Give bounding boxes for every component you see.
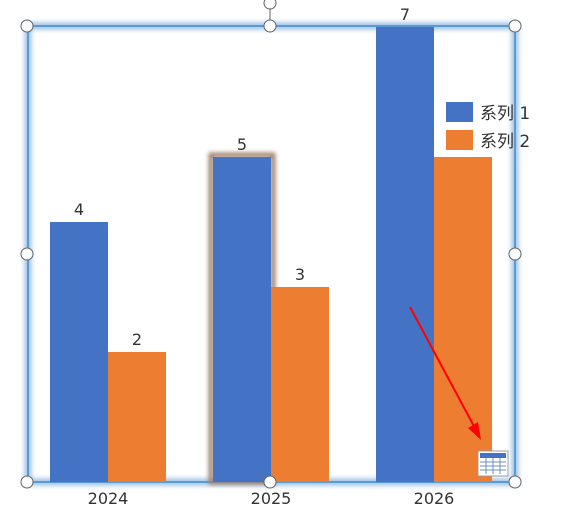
resize-handle-top-right[interactable] (508, 19, 522, 33)
resize-handle-middle-left[interactable] (20, 247, 34, 261)
data-label-series-1-2024: 4 (74, 200, 84, 219)
legend-label-series-2: 系列 2 (480, 132, 530, 152)
red-arrow-annotation (409, 306, 481, 440)
resize-handle-bottom-right[interactable] (508, 475, 522, 489)
data-label-series-2-2025: 3 (295, 265, 305, 284)
grid-table-icon[interactable] (477, 450, 509, 477)
data-label-series-2-2024: 2 (132, 330, 142, 349)
data-label-series-1-2026: 7 (400, 5, 410, 24)
rotate-handle[interactable] (263, 0, 277, 10)
data-label-series-1-2025: 5 (237, 135, 247, 154)
legend-swatch-series-1 (446, 102, 473, 122)
legend-label-series-1: 系列 1 (480, 104, 530, 124)
bar-series-1-2025[interactable] (213, 157, 271, 482)
resize-handle-bottom-left[interactable] (20, 475, 34, 489)
x-tick-label-2024: 2024 (88, 489, 129, 508)
bar-series-1-2026[interactable] (376, 27, 434, 482)
resize-handle-bottom-center[interactable] (263, 475, 277, 489)
resize-handle-top-center[interactable] (263, 19, 277, 33)
resize-handle-top-left[interactable] (20, 19, 34, 33)
bar-series-2-2024[interactable] (108, 352, 166, 482)
x-tick-label-2026: 2026 (414, 489, 455, 508)
bar-series-1-2024[interactable] (50, 222, 108, 482)
x-tick-label-2025: 2025 (251, 489, 292, 508)
legend[interactable]: 系列 1 系列 2 (446, 102, 530, 152)
bar-series-2-2025[interactable] (271, 287, 329, 482)
legend-swatch-series-2 (446, 130, 473, 150)
bar-series-2-2026[interactable] (434, 157, 492, 482)
resize-handle-middle-right[interactable] (508, 247, 522, 261)
